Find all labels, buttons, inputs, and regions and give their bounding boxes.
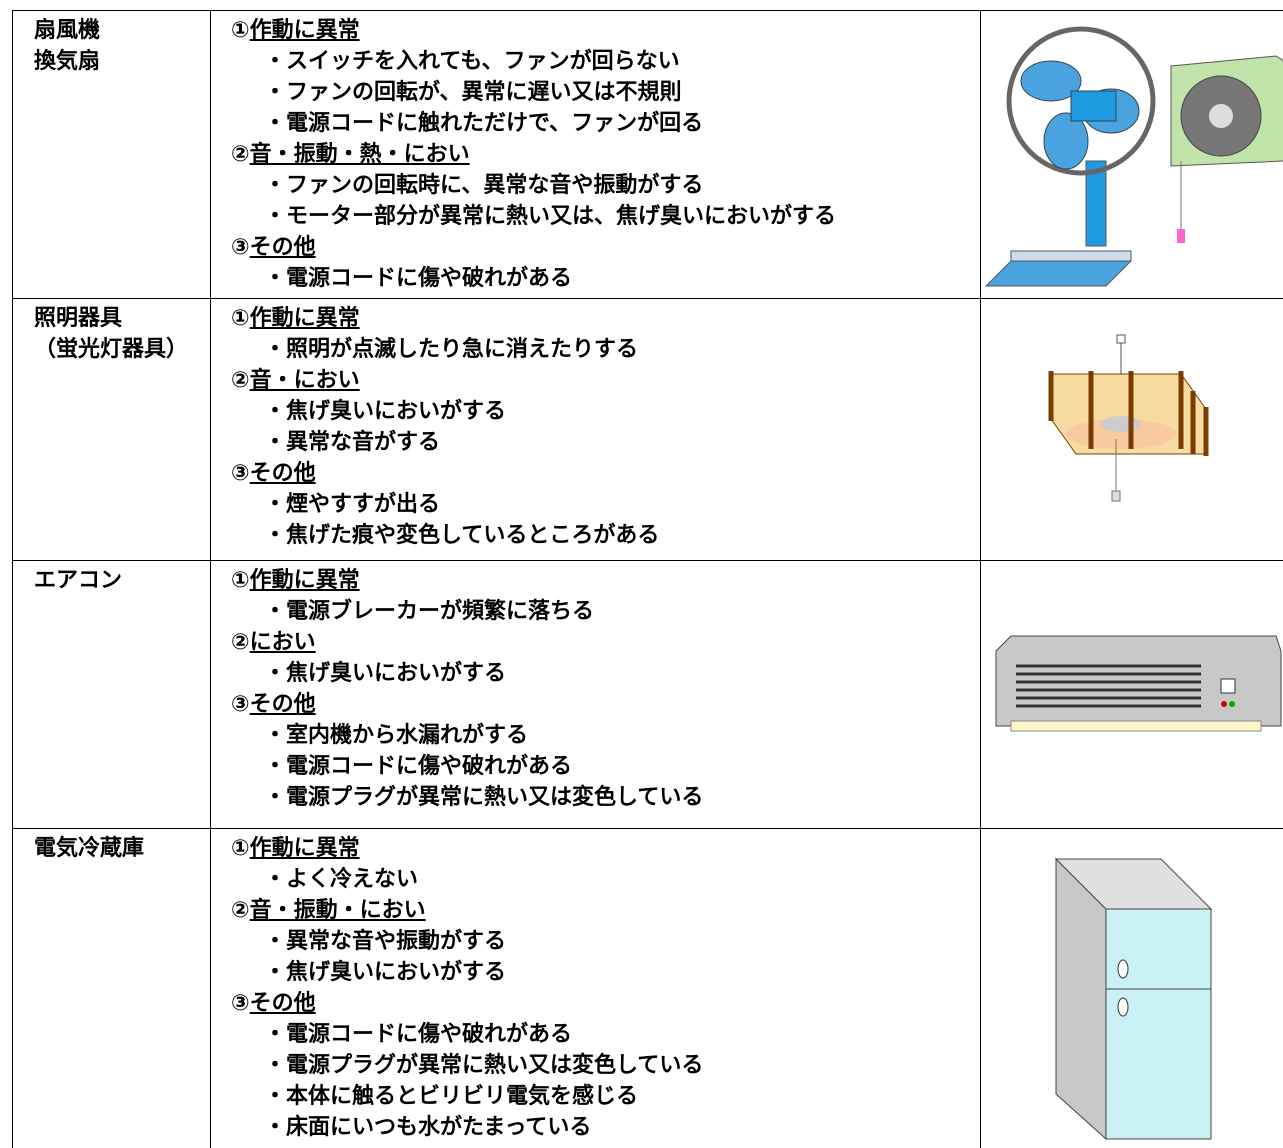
- fridge-illustration: [1054, 857, 1213, 1141]
- name-cell: 扇風機 換気扇: [13, 11, 211, 298]
- image-cell: [981, 299, 1283, 560]
- section-number: ①: [231, 836, 250, 861]
- name-cell: 電気冷蔵庫: [13, 829, 211, 1148]
- symptom-item: ・焦げ臭いにおいがする: [264, 661, 507, 686]
- section-heading: ①作動に異常: [231, 303, 980, 334]
- section-number: ②: [231, 898, 250, 923]
- symptom-item: ・電源プラグが異常に熱い又は変色している: [264, 785, 704, 810]
- image-cell: [981, 11, 1283, 298]
- symptom-item: ・スイッチを入れても、ファンが回らない: [264, 49, 680, 74]
- section-heading: ②音・におい: [231, 365, 980, 396]
- section-title: 作動に異常: [249, 568, 360, 593]
- device-name: 照明器具: [34, 306, 123, 331]
- name-cell: 照明器具 （蛍光灯器具）: [13, 299, 211, 560]
- symptom-item: ・室内機から水漏れがする: [264, 723, 529, 748]
- image-cell: [981, 829, 1283, 1148]
- symptom-item: ・電源プラグが異常に熱い又は変色している: [264, 1053, 704, 1078]
- symptom-item: ・床面にいつも水がたまっている: [264, 1115, 592, 1140]
- device-name: エアコン: [34, 568, 123, 593]
- symptom-item: ・照明が点滅したり急に消えたりする: [264, 337, 639, 362]
- symptom-item: ・よく冷えない: [264, 867, 419, 892]
- section-heading: ②におい: [231, 627, 980, 658]
- section-number: ③: [231, 235, 250, 260]
- symptom-item: ・異常な音がする: [264, 430, 441, 455]
- symptom-item: ・モーター部分が異常に熱い又は、焦げ臭いにおいがする: [264, 204, 837, 229]
- section-heading: ③その他: [231, 232, 980, 263]
- content-cell: ①作動に異常・よく冷えない ②音・振動・におい・異常な音や振動がする ・焦げ臭いにお…: [211, 829, 981, 1148]
- name-cell: エアコン: [13, 561, 211, 828]
- symptom-item: ・焦げ臭いにおいがする: [264, 399, 507, 424]
- section-title: 作動に異常: [249, 836, 360, 861]
- symptom-item: ・焦げた痕や変色しているところがある: [264, 523, 660, 548]
- table-row: 照明器具 （蛍光灯器具） ①作動に異常・照明が点滅したり急に消えたりする ②音・にお…: [12, 298, 1283, 560]
- section-number: ①: [231, 18, 250, 43]
- section-title: 音・振動・におい: [249, 898, 426, 923]
- section-number: ③: [231, 991, 250, 1016]
- table-row: 扇風機換気扇 ①作動に異常・スイッチを入れても、ファンが回らない ・ファンの回転が…: [12, 10, 1283, 298]
- symptom-item: ・焦げ臭いにおいがする: [264, 960, 507, 985]
- device-name: 換気扇: [34, 49, 101, 74]
- symptom-item: ・異常な音や振動がする: [264, 929, 507, 954]
- light-illustration: [1048, 334, 1209, 502]
- section-heading: ①作動に異常: [231, 15, 980, 46]
- section-number: ①: [231, 568, 250, 593]
- symptom-item: ・電源コードに触れただけで、ファンが回る: [264, 111, 704, 136]
- content-cell: ①作動に異常・スイッチを入れても、ファンが回らない ・ファンの回転が、異常に遅い又…: [211, 11, 981, 298]
- section-heading: ③その他: [231, 689, 980, 720]
- symptom-item: ・煙やすすが出る: [264, 492, 441, 517]
- symptom-item: ・電源コードに傷や破れがある: [264, 266, 573, 291]
- section-title: その他: [249, 461, 316, 486]
- section-heading: ②音・振動・におい: [231, 895, 980, 926]
- section-title: 音・振動・熱・におい: [249, 142, 470, 167]
- section-number: ②: [231, 142, 250, 167]
- aircon-illustration: [995, 635, 1282, 732]
- table-row: エアコン ①作動に異常・電源ブレーカーが頻繁に落ちる ②におい・焦げ臭いにおいがす…: [12, 560, 1283, 828]
- content-cell: ①作動に異常・照明が点滅したり急に消えたりする ②音・におい・焦げ臭いにおいがする…: [211, 299, 981, 560]
- device-name: （蛍光灯器具）: [34, 337, 189, 362]
- content-cell: ①作動に異常・電源ブレーカーが頻繁に落ちる ②におい・焦げ臭いにおいがする ③その他…: [211, 561, 981, 828]
- section-number: ③: [231, 461, 250, 486]
- symptom-item: ・電源ブレーカーが頻繁に落ちる: [264, 599, 595, 624]
- section-title: 作動に異常: [249, 306, 360, 331]
- section-title: 作動に異常: [249, 18, 360, 43]
- section-number: ①: [231, 306, 250, 331]
- table-row: 電気冷蔵庫 ①作動に異常 ・よく冷えない ②音・振動・におい ・異常な音や振動がする・…: [12, 828, 1283, 1148]
- image-cell: [981, 561, 1283, 828]
- device-name: 電気冷蔵庫: [34, 836, 145, 861]
- section-heading: ①作動に異常: [231, 565, 980, 596]
- section-heading: ①作動に異常: [231, 833, 980, 864]
- symptom-item: ・ファンの回転が、異常に遅い又は不規則: [264, 80, 682, 105]
- section-title: におい: [249, 630, 316, 655]
- section-title: その他: [249, 692, 316, 717]
- section-heading: ③その他: [231, 458, 980, 489]
- section-number: ②: [231, 368, 250, 393]
- symptom-item: ・電源コードに傷や破れがある: [264, 1022, 573, 1047]
- section-number: ③: [231, 692, 250, 717]
- section-title: 音・におい: [249, 368, 360, 393]
- symptom-item: ・電源コードに傷や破れがある: [264, 754, 573, 779]
- symptom-item: ・本体に触るとビリビリ電気を感じる: [264, 1084, 639, 1109]
- section-title: その他: [249, 235, 316, 260]
- section-number: ②: [231, 630, 250, 655]
- section-heading: ③その他: [231, 988, 980, 1019]
- section-heading: ②音・振動・熱・におい: [231, 139, 980, 170]
- fan-illustration: [984, 26, 1283, 287]
- section-title: その他: [249, 991, 316, 1016]
- device-name: 扇風機: [34, 18, 101, 43]
- symptom-item: ・ファンの回転時に、異常な音や振動がする: [264, 173, 704, 198]
